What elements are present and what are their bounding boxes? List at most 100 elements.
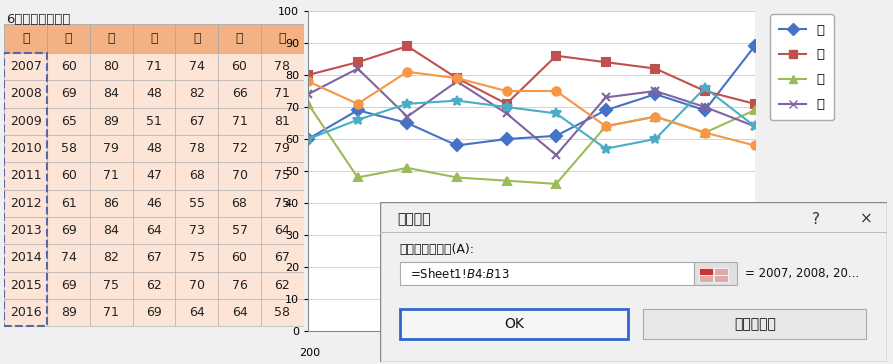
Text: 60: 60 xyxy=(61,169,77,182)
Text: 年: 年 xyxy=(22,32,29,45)
Text: 67: 67 xyxy=(146,252,162,265)
Bar xyxy=(4,190,47,217)
Text: 58: 58 xyxy=(61,142,77,155)
Bar xyxy=(133,272,175,299)
Text: 巨: 巨 xyxy=(107,32,115,45)
Text: 70: 70 xyxy=(231,169,247,182)
Bar xyxy=(694,262,737,285)
Text: 89: 89 xyxy=(104,115,120,128)
Text: 46: 46 xyxy=(146,197,162,210)
Bar xyxy=(218,107,261,135)
Text: 73: 73 xyxy=(188,224,204,237)
Bar xyxy=(261,299,304,327)
Text: 68: 68 xyxy=(231,197,247,210)
Text: 60: 60 xyxy=(61,60,77,73)
Bar xyxy=(90,272,133,299)
Bar xyxy=(133,299,175,327)
Text: 64: 64 xyxy=(274,224,290,237)
Bar xyxy=(218,80,261,107)
Bar xyxy=(218,24,261,53)
Bar xyxy=(218,135,261,162)
Text: 86: 86 xyxy=(104,197,120,210)
Bar xyxy=(175,244,218,272)
Bar xyxy=(699,268,714,274)
Text: 64: 64 xyxy=(146,224,162,237)
Bar xyxy=(218,299,261,327)
Bar xyxy=(261,80,304,107)
Text: 72: 72 xyxy=(231,142,247,155)
Text: 48: 48 xyxy=(146,87,162,100)
Bar xyxy=(261,217,304,244)
Text: 69: 69 xyxy=(61,279,77,292)
Bar xyxy=(261,135,304,162)
Text: 61: 61 xyxy=(61,197,77,210)
Text: 62: 62 xyxy=(274,279,290,292)
Text: 2013: 2013 xyxy=(10,224,42,237)
Text: 67: 67 xyxy=(274,252,290,265)
Bar xyxy=(90,80,133,107)
Bar xyxy=(4,217,47,244)
Bar xyxy=(47,80,90,107)
Bar xyxy=(261,107,304,135)
Bar xyxy=(643,309,866,339)
Text: 80: 80 xyxy=(104,60,120,73)
Text: 71: 71 xyxy=(146,60,162,73)
Legend: 広, 巨, 横, 阪: 広, 巨, 横, 阪 xyxy=(770,14,833,120)
Text: 76: 76 xyxy=(231,279,247,292)
Text: 2014: 2014 xyxy=(10,252,42,265)
Bar xyxy=(261,24,304,53)
Bar xyxy=(175,53,218,80)
Text: 47: 47 xyxy=(146,169,162,182)
Text: ヤ: ヤ xyxy=(236,32,243,45)
Text: 78: 78 xyxy=(274,60,290,73)
Text: 2012: 2012 xyxy=(10,197,42,210)
Bar xyxy=(4,24,47,53)
Bar xyxy=(90,162,133,190)
Text: 75: 75 xyxy=(188,252,204,265)
Text: 71: 71 xyxy=(274,87,290,100)
Text: 71: 71 xyxy=(104,306,120,319)
Bar xyxy=(90,217,133,244)
Bar xyxy=(261,190,304,217)
Bar xyxy=(175,80,218,107)
Bar xyxy=(47,217,90,244)
Text: 75: 75 xyxy=(274,197,290,210)
Bar xyxy=(47,135,90,162)
Text: 71: 71 xyxy=(104,169,120,182)
Bar xyxy=(261,272,304,299)
Text: 軸ラベル: 軸ラベル xyxy=(397,212,430,226)
Text: 2015: 2015 xyxy=(10,279,42,292)
Text: 58: 58 xyxy=(274,306,290,319)
Bar xyxy=(4,53,47,327)
Text: 60: 60 xyxy=(231,252,247,265)
Text: 2008: 2008 xyxy=(10,87,42,100)
Bar xyxy=(133,24,175,53)
Text: 78: 78 xyxy=(188,142,204,155)
Bar xyxy=(90,53,133,80)
Text: 67: 67 xyxy=(188,115,204,128)
Bar xyxy=(47,272,90,299)
Bar xyxy=(261,244,304,272)
Text: 60: 60 xyxy=(231,60,247,73)
Bar xyxy=(133,53,175,80)
Bar xyxy=(218,162,261,190)
Text: 48: 48 xyxy=(146,142,162,155)
Bar xyxy=(175,135,218,162)
Text: 横: 横 xyxy=(150,32,158,45)
Bar xyxy=(47,299,90,327)
Text: 200: 200 xyxy=(299,348,320,358)
Text: 2016: 2016 xyxy=(10,306,42,319)
Bar xyxy=(400,262,694,285)
Bar xyxy=(175,162,218,190)
Text: キャンセル: キャンセル xyxy=(734,317,776,331)
Bar xyxy=(47,107,90,135)
Bar xyxy=(133,244,175,272)
Text: 79: 79 xyxy=(274,142,290,155)
Bar xyxy=(175,299,218,327)
Bar xyxy=(175,107,218,135)
Text: 軸ラベルの範囲(A):: 軸ラベルの範囲(A): xyxy=(400,242,475,256)
Bar xyxy=(47,53,90,80)
Bar xyxy=(218,53,261,80)
Bar xyxy=(90,24,133,53)
Bar xyxy=(4,299,47,327)
